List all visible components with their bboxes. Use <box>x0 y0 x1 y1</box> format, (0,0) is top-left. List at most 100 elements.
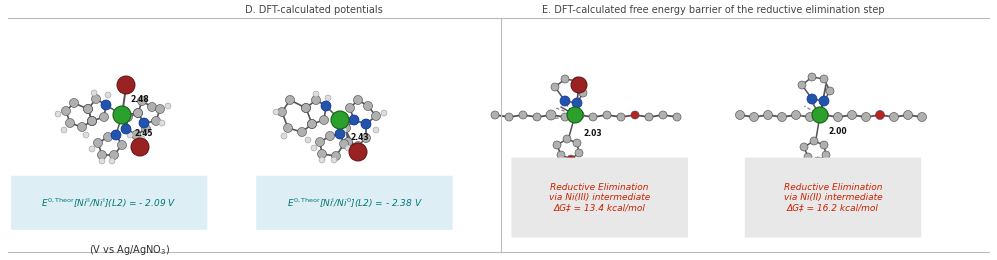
Circle shape <box>94 139 103 147</box>
FancyBboxPatch shape <box>511 158 688 238</box>
Circle shape <box>55 111 61 117</box>
Circle shape <box>750 113 759 121</box>
Circle shape <box>573 77 581 85</box>
Circle shape <box>519 111 527 119</box>
Circle shape <box>736 110 745 120</box>
Circle shape <box>277 107 286 116</box>
Circle shape <box>764 110 773 120</box>
Circle shape <box>84 105 93 114</box>
Circle shape <box>373 127 379 133</box>
Circle shape <box>861 113 870 121</box>
Circle shape <box>139 136 145 142</box>
FancyBboxPatch shape <box>11 176 207 230</box>
Circle shape <box>118 140 127 150</box>
Circle shape <box>345 145 351 151</box>
Circle shape <box>808 95 816 103</box>
Circle shape <box>99 158 105 164</box>
Circle shape <box>807 94 817 104</box>
Circle shape <box>301 103 310 113</box>
Circle shape <box>505 113 513 121</box>
Circle shape <box>331 157 337 163</box>
Text: (V vs Ag/AgNO$_3$): (V vs Ag/AgNO$_3$) <box>89 243 170 257</box>
Circle shape <box>349 115 359 125</box>
Circle shape <box>105 92 111 98</box>
Text: 2.03: 2.03 <box>583 128 601 138</box>
Circle shape <box>566 156 576 166</box>
Circle shape <box>315 138 324 146</box>
Circle shape <box>567 155 575 163</box>
Circle shape <box>617 113 625 121</box>
Text: 2.00: 2.00 <box>828 127 846 135</box>
Circle shape <box>561 113 569 121</box>
Circle shape <box>903 110 912 120</box>
Circle shape <box>89 146 95 152</box>
Circle shape <box>820 141 828 149</box>
Circle shape <box>110 151 119 159</box>
Circle shape <box>313 91 319 97</box>
Text: ΔG‡ = 13.4 kcal/mol: ΔG‡ = 13.4 kcal/mol <box>553 203 646 212</box>
Circle shape <box>331 111 349 129</box>
Circle shape <box>889 113 898 121</box>
Circle shape <box>798 81 806 89</box>
Circle shape <box>341 127 347 133</box>
Circle shape <box>113 106 131 124</box>
Circle shape <box>673 113 681 121</box>
Circle shape <box>83 132 89 138</box>
Circle shape <box>575 149 583 157</box>
Circle shape <box>778 113 787 121</box>
Circle shape <box>336 129 345 139</box>
Text: 2.45: 2.45 <box>134 128 153 138</box>
Circle shape <box>350 115 359 125</box>
Circle shape <box>557 151 565 159</box>
Circle shape <box>346 103 355 113</box>
Circle shape <box>340 140 349 148</box>
Circle shape <box>819 96 829 106</box>
Circle shape <box>806 113 815 121</box>
Circle shape <box>307 120 316 128</box>
Circle shape <box>553 141 561 149</box>
Circle shape <box>159 120 165 126</box>
Circle shape <box>349 143 367 161</box>
Circle shape <box>297 127 306 136</box>
Circle shape <box>165 103 171 109</box>
Circle shape <box>847 110 856 120</box>
Circle shape <box>321 101 330 110</box>
Circle shape <box>98 151 107 159</box>
Circle shape <box>579 89 587 97</box>
Circle shape <box>142 125 151 133</box>
Circle shape <box>121 124 131 134</box>
Circle shape <box>812 107 828 123</box>
Circle shape <box>792 110 801 120</box>
Text: $E^{0,\mathrm{Theor}}$[Ni$^{\mathrm{I}}$/Ni$^{0}$](L2) = - 2.38 V: $E^{0,\mathrm{Theor}}$[Ni$^{\mathrm{I}}$… <box>286 196 423 210</box>
Circle shape <box>285 95 294 105</box>
Circle shape <box>92 94 101 103</box>
Circle shape <box>820 75 828 83</box>
Text: E. DFT-calculated free energy barrier of the reductive elimination step: E. DFT-calculated free energy barrier of… <box>541 5 884 15</box>
Circle shape <box>104 133 113 141</box>
Circle shape <box>491 111 499 119</box>
Text: via Ni(II) intermediate: via Ni(II) intermediate <box>784 193 882 202</box>
Circle shape <box>362 120 371 128</box>
Circle shape <box>560 96 570 106</box>
Circle shape <box>301 103 310 113</box>
Circle shape <box>134 108 143 118</box>
Circle shape <box>362 120 371 128</box>
Circle shape <box>111 130 121 140</box>
Circle shape <box>66 119 75 127</box>
Circle shape <box>307 120 316 128</box>
Text: via Ni(III) intermediate: via Ni(III) intermediate <box>549 193 650 202</box>
Circle shape <box>283 124 292 133</box>
Circle shape <box>354 141 363 151</box>
Circle shape <box>84 105 93 114</box>
Circle shape <box>359 147 365 153</box>
Circle shape <box>342 124 351 133</box>
Circle shape <box>311 95 320 105</box>
Circle shape <box>112 131 121 140</box>
Circle shape <box>117 76 135 94</box>
Circle shape <box>273 109 279 115</box>
Text: 2.48: 2.48 <box>130 94 149 103</box>
Circle shape <box>132 131 141 140</box>
Circle shape <box>814 157 822 165</box>
Circle shape <box>573 99 581 107</box>
Circle shape <box>362 133 371 142</box>
